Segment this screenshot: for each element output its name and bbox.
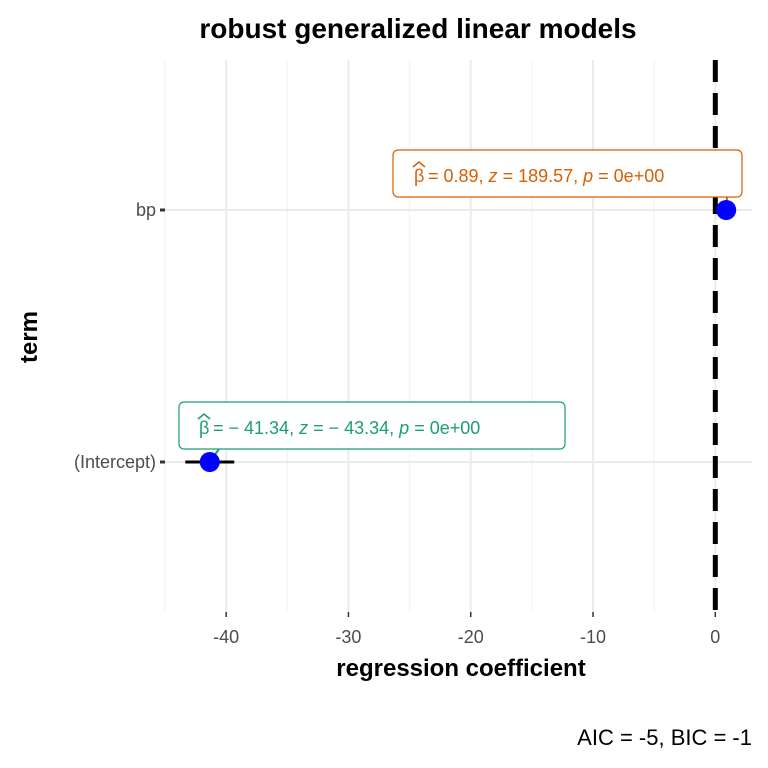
hat-mark — [412, 160, 426, 168]
minor-gridlines — [164, 60, 655, 612]
label-statistics: = − 41.34, z = − 43.34, p = 0e+00 — [213, 418, 480, 438]
label-part: = 0.89, — [428, 166, 484, 186]
beta-symbol: β — [199, 418, 209, 438]
label-part: p — [578, 166, 593, 186]
estimate-point — [716, 200, 737, 220]
estimate-label: β = 0.89, z = 189.57, p = 0e+00 — [392, 149, 743, 198]
estimate-label: β = − 41.34, z = − 43.34, p = 0e+00 — [178, 401, 566, 450]
label-part: p — [394, 418, 409, 438]
beta-symbol: β — [414, 166, 424, 186]
major-gridlines — [165, 60, 752, 612]
y-tick-label: (Intercept) — [74, 452, 156, 472]
x-tick-label: -40 — [213, 627, 239, 647]
label-part: = 0e+00 — [409, 418, 480, 438]
label-statistics: = 0.89, z = 189.57, p = 0e+00 — [428, 166, 664, 186]
hat-mark — [197, 412, 211, 420]
x-tick-label: -20 — [458, 627, 484, 647]
model-fit-caption: AIC = -5, BIC = -1 — [577, 725, 752, 750]
chart-title: robust generalized linear models — [199, 13, 636, 44]
x-tick-label: -10 — [580, 627, 606, 647]
y-axis-title: term — [16, 311, 43, 363]
label-part: z — [294, 418, 308, 438]
x-tick-label: 0 — [710, 627, 720, 647]
label-part: = − 41.34, — [213, 418, 294, 438]
label-part: = 0e+00 — [593, 166, 664, 186]
label-part: = − 43.34, — [308, 418, 394, 438]
label-box — [178, 401, 566, 450]
y-axis-ticks: (Intercept) bp — [74, 200, 165, 472]
y-tick-label: bp — [136, 200, 156, 220]
estimate-points — [199, 200, 737, 472]
label-part: = 189.57, — [498, 166, 579, 186]
x-axis-ticks: -40 -30 -20 -10 0 — [213, 612, 720, 647]
label-box — [392, 149, 743, 198]
x-tick-label: -30 — [335, 627, 361, 647]
label-part: z — [484, 166, 498, 186]
x-axis-title: regression coefficient — [336, 655, 585, 682]
estimate-labels: β = − 41.34, z = − 43.34, p = 0e+00β = 0… — [178, 149, 743, 450]
estimate-point — [199, 452, 220, 472]
